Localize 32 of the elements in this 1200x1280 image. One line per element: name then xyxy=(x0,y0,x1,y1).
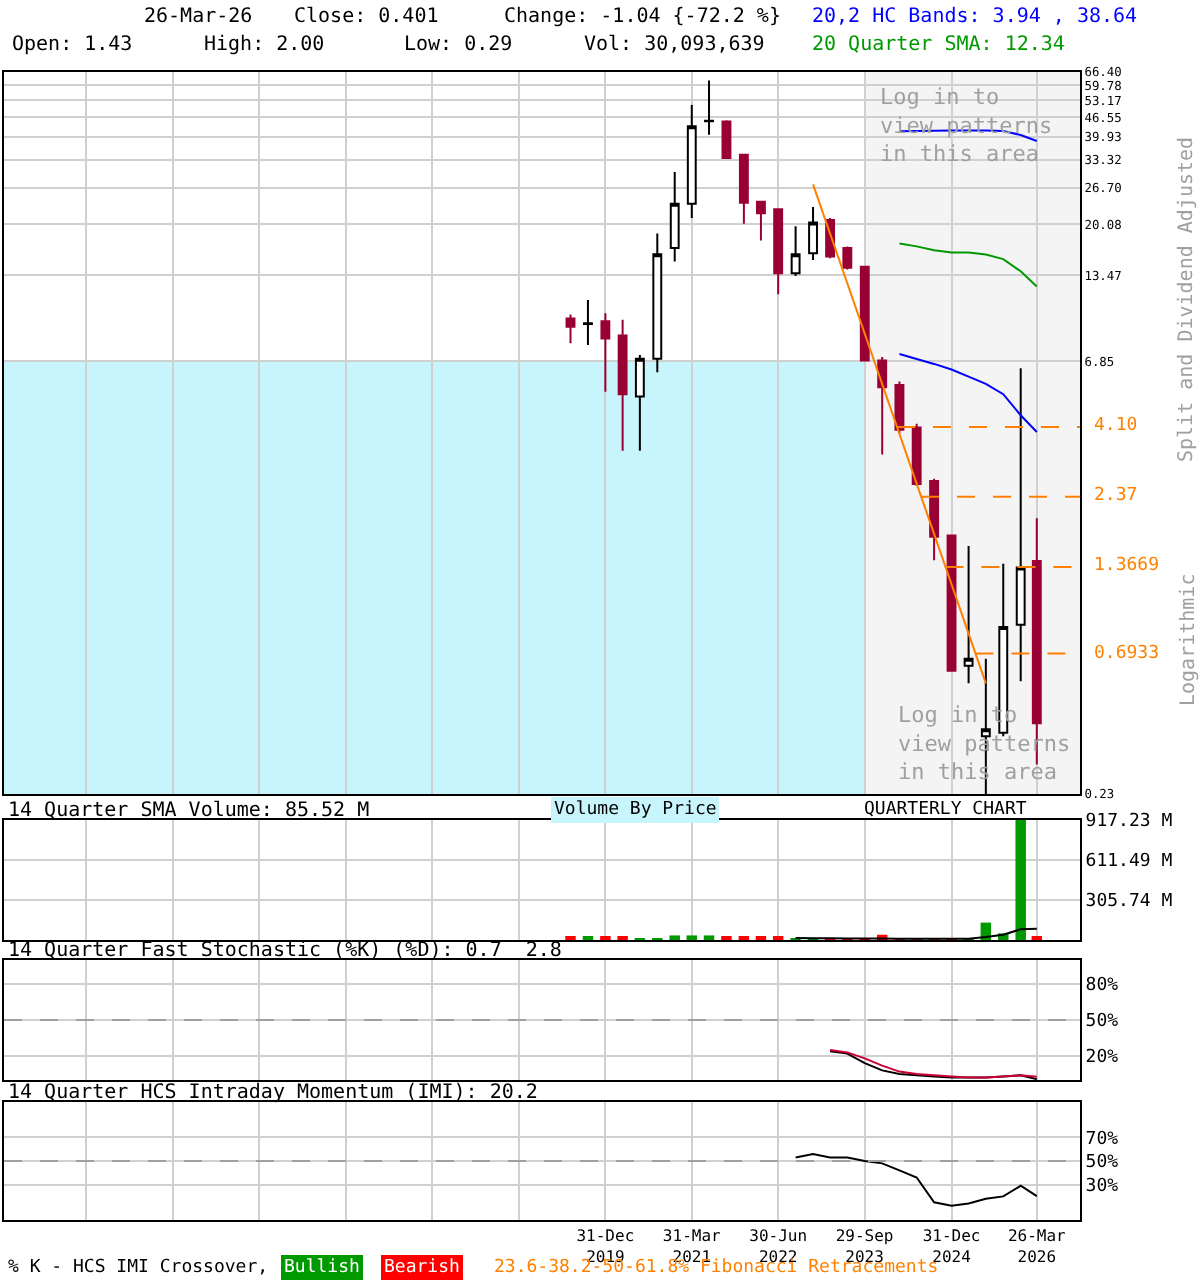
text: Close: 0.401 xyxy=(294,6,439,28)
text: Vol: 30,093,639 xyxy=(584,34,765,56)
y-tick-label: 70% xyxy=(1085,1129,1120,1150)
annotation: Volume By Price xyxy=(554,800,717,820)
y-tick-label: 50% xyxy=(1085,1012,1120,1033)
x-tick-label: 26-Mar 2026 xyxy=(1007,1227,1067,1266)
ref-line-label: 1.3669 xyxy=(1094,556,1160,576)
text: Bullish xyxy=(284,1258,360,1278)
text: Change: -1.04 {-72.2 %} xyxy=(504,6,781,28)
text: 26-Mar-26 xyxy=(144,6,253,28)
y-tick-label: 20% xyxy=(1085,1048,1120,1069)
y-tick-label: 611.49 M xyxy=(1085,852,1174,873)
y-tick-label: 917.23 M xyxy=(1085,812,1174,833)
text: Logarithmic xyxy=(1178,573,1200,706)
text: High: 2.00 xyxy=(204,34,325,56)
text: Open: 1.43 xyxy=(12,34,133,56)
text: 20 Quarter SMA: 12.34 xyxy=(812,34,1065,56)
text: % K - HCS IMI Crossover, xyxy=(8,1258,269,1278)
chart-title: 14 Quarter SMA Volume: 85.52 M xyxy=(8,800,370,822)
y-tick-label: 80% xyxy=(1085,976,1120,997)
text: Bearish xyxy=(384,1258,460,1278)
text: 20,2 HC Bands: 3.94 , 38.64 xyxy=(812,6,1138,28)
y-tick-label: 305.74 M xyxy=(1085,892,1174,913)
ref-line-label: 4.10 xyxy=(1094,416,1138,436)
y-tick-label: 30% xyxy=(1085,1176,1120,1197)
text: Low: 0.29 xyxy=(404,34,513,56)
y-tick-label: 50% xyxy=(1085,1153,1120,1174)
text: Split and Dividend Adjusted xyxy=(1176,136,1198,462)
annotation: QUARTERLY CHART xyxy=(864,800,1028,820)
ref-line-label: 0.6933 xyxy=(1094,644,1160,664)
chart-title: 14 Quarter HCS Intraday Momentum (IMI): 20.2 xyxy=(8,1082,538,1104)
ref-line-label: 2.37 xyxy=(1094,486,1138,506)
